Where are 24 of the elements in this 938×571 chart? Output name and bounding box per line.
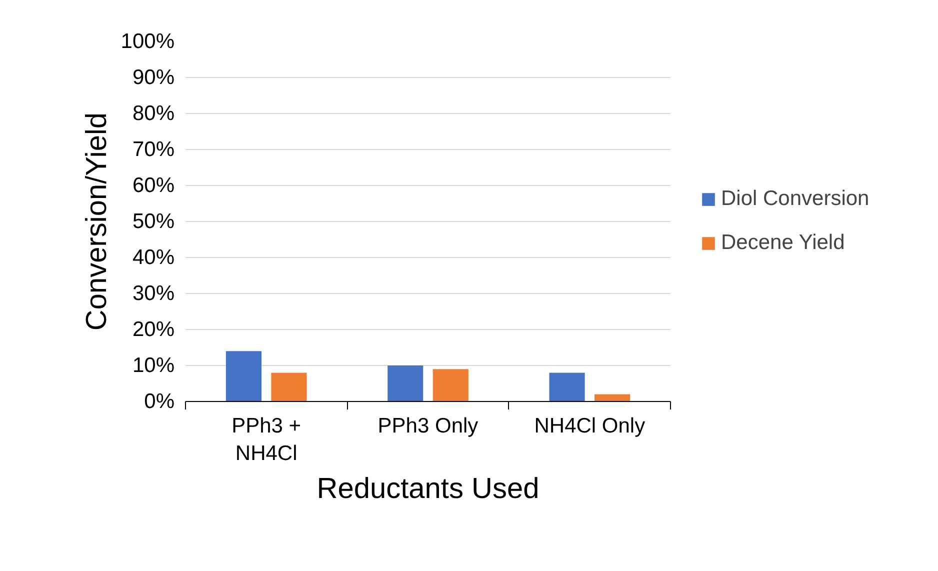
legend-label: Diol Conversion: [721, 187, 870, 211]
y-tick-label: 80%: [132, 102, 174, 125]
bar: [388, 366, 424, 402]
y-tick-label: 10%: [132, 354, 174, 377]
y-axis-title: Conversion/Yield: [80, 112, 113, 331]
bar: [226, 351, 262, 402]
x-axis-title: Reductants Used: [316, 473, 540, 506]
y-tick-label: 70%: [132, 138, 174, 161]
x-tick-label: NH4Cl Only: [534, 414, 646, 438]
y-tick-label: 90%: [132, 66, 174, 89]
y-tick-label: 60%: [132, 174, 174, 197]
bar: [549, 372, 585, 402]
y-tick-label: 30%: [132, 282, 174, 305]
legend-label: Decene Yield: [721, 231, 845, 255]
bar: [432, 369, 468, 402]
y-tick-label: 50%: [132, 210, 174, 233]
y-tick-label: 20%: [132, 318, 174, 341]
bar: [594, 394, 630, 402]
y-tick-label: 40%: [132, 246, 174, 269]
x-tick-label: PPh3 Only: [378, 414, 479, 438]
x-tick-label: PPh3 + NH4Cl: [232, 414, 302, 466]
bar: [271, 372, 307, 402]
y-tick-label: 0%: [144, 390, 175, 413]
y-tick-label: 100%: [120, 30, 175, 53]
